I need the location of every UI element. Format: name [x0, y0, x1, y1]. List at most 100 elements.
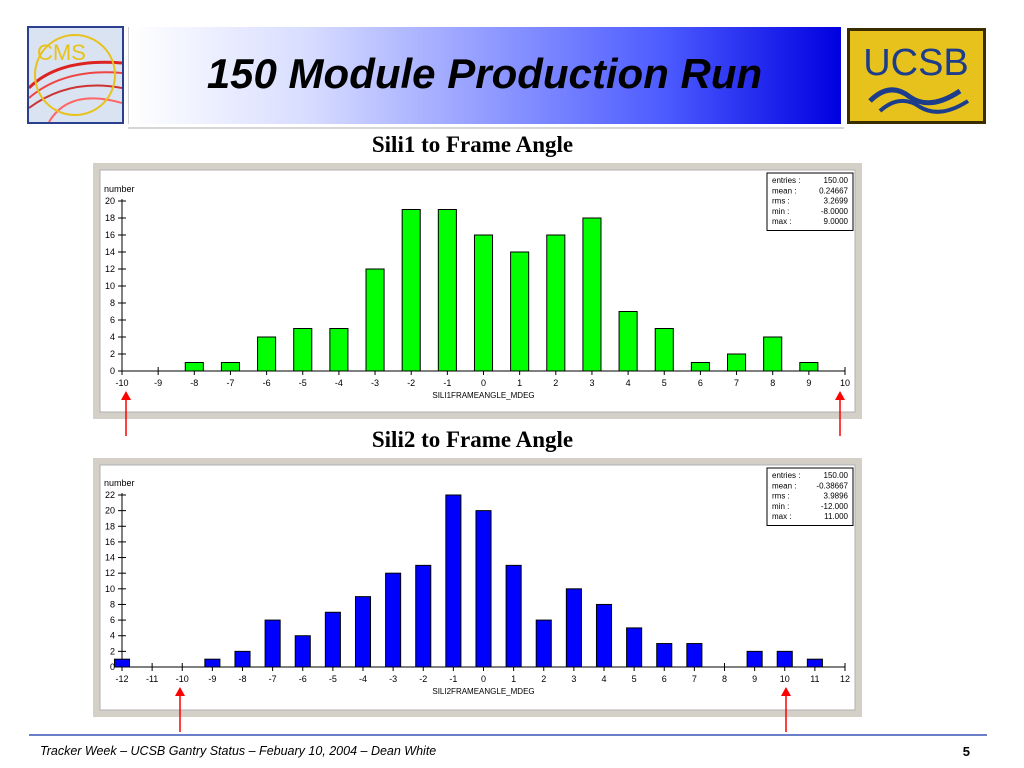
chart1-low-marker-arrow — [121, 391, 131, 436]
bar — [204, 658, 221, 668]
y-tick-label: 14 — [105, 247, 115, 257]
bar — [746, 650, 763, 668]
y-tick-label: 14 — [105, 553, 115, 563]
bar — [618, 311, 638, 372]
footer-divider — [29, 734, 987, 736]
x-tick-label: 3 — [589, 378, 594, 388]
stats-value: -0.38667 — [816, 481, 848, 490]
x-axis-label: SILI2FRAMEANGLE_MDEG — [432, 687, 534, 696]
x-tick-label: -7 — [269, 674, 277, 684]
y-tick-label: 10 — [105, 281, 115, 291]
cms-logo: CMS — [27, 26, 124, 124]
chart2-low-marker-arrow — [175, 687, 185, 732]
y-tick-label: 16 — [105, 537, 115, 547]
x-tick-label: 2 — [541, 674, 546, 684]
x-tick-label: 10 — [780, 674, 790, 684]
bar — [294, 635, 311, 668]
bar — [595, 603, 613, 668]
x-tick-label: -6 — [299, 674, 307, 684]
x-tick-label: 4 — [626, 378, 631, 388]
x-tick-label: -7 — [226, 378, 234, 388]
y-tick-label: 6 — [110, 615, 115, 625]
stats-value: 0.24667 — [819, 186, 848, 195]
y-tick-label: 18 — [105, 213, 115, 223]
stats-label: rms : — [772, 197, 790, 206]
x-tick-label: 10 — [840, 378, 850, 388]
x-tick-label: -8 — [238, 674, 246, 684]
stats-value: 3.9896 — [824, 492, 849, 501]
stats-value: 3.2699 — [824, 197, 849, 206]
x-tick-label: -9 — [208, 674, 216, 684]
bar — [415, 564, 432, 668]
x-tick-label: 5 — [632, 674, 637, 684]
stats-value: 9.0000 — [824, 217, 849, 226]
x-tick-label: -6 — [263, 378, 271, 388]
bar — [535, 619, 552, 668]
stats-value: 11.000 — [824, 512, 848, 521]
bar — [184, 362, 204, 372]
chart1-title: Sili1 to Frame Angle — [371, 132, 574, 157]
stats-value: -8.0000 — [821, 207, 849, 216]
x-tick-label: 5 — [662, 378, 667, 388]
bar — [234, 650, 251, 668]
bar — [727, 353, 747, 372]
bar — [763, 336, 783, 372]
cms-logo-text: CMS — [37, 40, 86, 65]
y-tick-label: 20 — [105, 196, 115, 206]
x-tick-label: 1 — [517, 378, 522, 388]
bar — [324, 611, 341, 668]
x-tick-label: -4 — [359, 674, 367, 684]
x-tick-label: -10 — [115, 378, 128, 388]
y-tick-label: 4 — [110, 332, 115, 342]
x-tick-label: 11 — [810, 674, 819, 684]
y-tick-label: 0 — [110, 662, 115, 672]
stats-label: min : — [772, 502, 789, 511]
y-tick-label: 6 — [110, 315, 115, 325]
x-tick-label: 0 — [481, 378, 486, 388]
y-axis-label: number — [104, 478, 135, 488]
x-tick-label: 8 — [722, 674, 727, 684]
y-tick-label: 12 — [105, 568, 115, 578]
bar — [690, 362, 710, 372]
y-tick-label: 2 — [110, 646, 115, 656]
bar — [354, 596, 372, 668]
bar — [365, 268, 385, 372]
footer-text: Tracker Week – UCSB Gantry Status – Febu… — [40, 744, 437, 758]
stats-label: max : — [772, 512, 792, 521]
arrow-head — [781, 687, 791, 696]
stats-label: mean : — [772, 186, 796, 195]
x-tick-label: 7 — [692, 674, 697, 684]
chart2-high-marker-arrow — [781, 687, 791, 732]
x-tick-label: 7 — [734, 378, 739, 388]
y-tick-label: 8 — [110, 599, 115, 609]
title-bar-divider — [128, 127, 844, 129]
bar — [473, 234, 494, 372]
x-tick-label: 9 — [752, 674, 757, 684]
stats-label: mean : — [772, 481, 796, 490]
x-tick-label: 2 — [553, 378, 558, 388]
y-axis-label: number — [104, 184, 135, 194]
x-tick-label: 0 — [481, 674, 486, 684]
bar — [626, 627, 643, 668]
x-tick-label: -12 — [115, 674, 128, 684]
x-tick-label: -10 — [176, 674, 189, 684]
stats-label: entries : — [772, 471, 800, 480]
y-tick-label: 12 — [105, 264, 115, 274]
slide-title: 150 Module Production Run — [206, 50, 763, 97]
bar — [582, 217, 602, 372]
stats-value: -12.000 — [821, 502, 849, 511]
ucsb-logo: UCSB — [847, 28, 986, 124]
x-tick-label: -5 — [329, 674, 337, 684]
bar — [264, 619, 281, 668]
bar — [385, 572, 402, 668]
arrow-head — [175, 687, 185, 696]
x-tick-label: -4 — [335, 378, 343, 388]
bar — [257, 336, 277, 372]
y-tick-label: 20 — [105, 506, 115, 516]
y-tick-label: 18 — [105, 521, 115, 531]
y-tick-label: 22 — [105, 490, 115, 500]
y-tick-label: 16 — [105, 230, 115, 240]
x-tick-label: -3 — [389, 674, 397, 684]
